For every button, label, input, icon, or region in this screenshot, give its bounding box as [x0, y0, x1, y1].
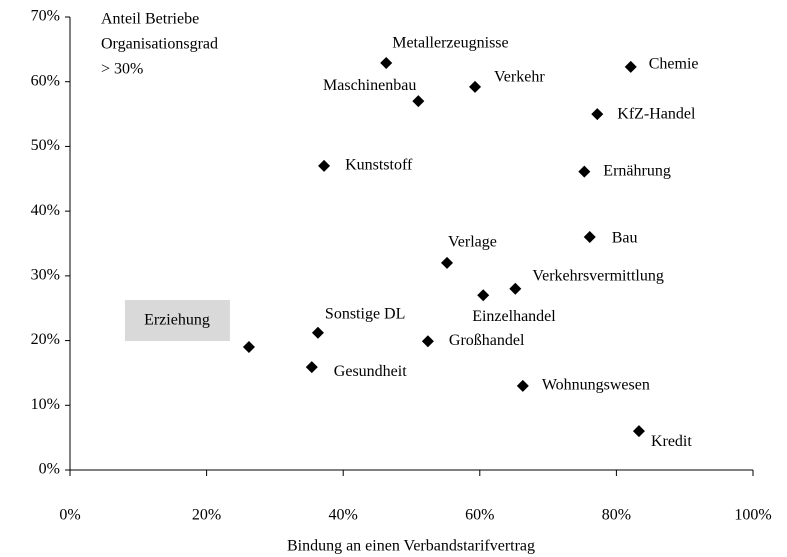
x-tick-label: 100% [734, 507, 771, 524]
point [318, 159, 331, 172]
x-tick-label: 20% [192, 507, 221, 524]
annotation: Organisationsgrad [101, 36, 218, 53]
point [583, 231, 596, 244]
y-tick-label: 20% [31, 331, 60, 348]
y-tick-label: 10% [31, 396, 60, 413]
annotation: > 30% [101, 61, 143, 78]
point-label: Verlage [448, 234, 497, 251]
point [311, 326, 324, 339]
point-label: Chemie [649, 56, 699, 73]
y-tick-label: 0% [39, 461, 60, 478]
point-label: Erziehung [144, 312, 210, 329]
point-label: Gesundheit [334, 363, 407, 380]
point-label: Verkehr [494, 69, 545, 86]
x-tick-label: 0% [59, 507, 80, 524]
y-tick-label: 50% [31, 137, 60, 154]
point [591, 108, 604, 121]
point-label: Kunststoff [345, 157, 413, 174]
point [469, 80, 482, 93]
point-label: Bau [612, 230, 638, 247]
point-label: Ernährung [603, 162, 671, 179]
y-tick-label: 60% [31, 72, 60, 89]
point [380, 56, 393, 69]
point [421, 335, 434, 348]
point-label: Maschinenbau [323, 77, 416, 94]
point-label: KfZ-Handel [617, 106, 696, 123]
x-axis-label: Bindung an einen Verbandstarifvertrag [287, 538, 535, 555]
point [412, 95, 425, 108]
point-label: Sonstige DL [325, 305, 405, 322]
point [305, 361, 318, 374]
point [516, 379, 529, 392]
point [242, 341, 255, 354]
point-label: Kredit [651, 433, 692, 450]
y-tick-label: 30% [31, 267, 60, 284]
point-label: Wohnungswesen [542, 377, 650, 394]
point-label: Einzelhandel [472, 308, 556, 325]
point [578, 165, 591, 178]
point-label: Verkehrsvermittlung [532, 267, 664, 284]
point [477, 289, 490, 302]
y-tick-label: 70% [31, 8, 60, 25]
x-tick-label: 80% [602, 507, 631, 524]
point [509, 282, 522, 295]
point [624, 60, 637, 73]
point-label: Metallerzeugnisse [392, 35, 508, 52]
point [632, 425, 645, 438]
annotation: Anteil Betriebe [101, 11, 199, 28]
x-tick-label: 40% [329, 507, 358, 524]
x-tick-label: 60% [465, 507, 494, 524]
label-background [124, 300, 230, 342]
y-tick-label: 40% [31, 202, 60, 219]
point [441, 256, 454, 269]
point-label: Großhandel [449, 332, 525, 349]
